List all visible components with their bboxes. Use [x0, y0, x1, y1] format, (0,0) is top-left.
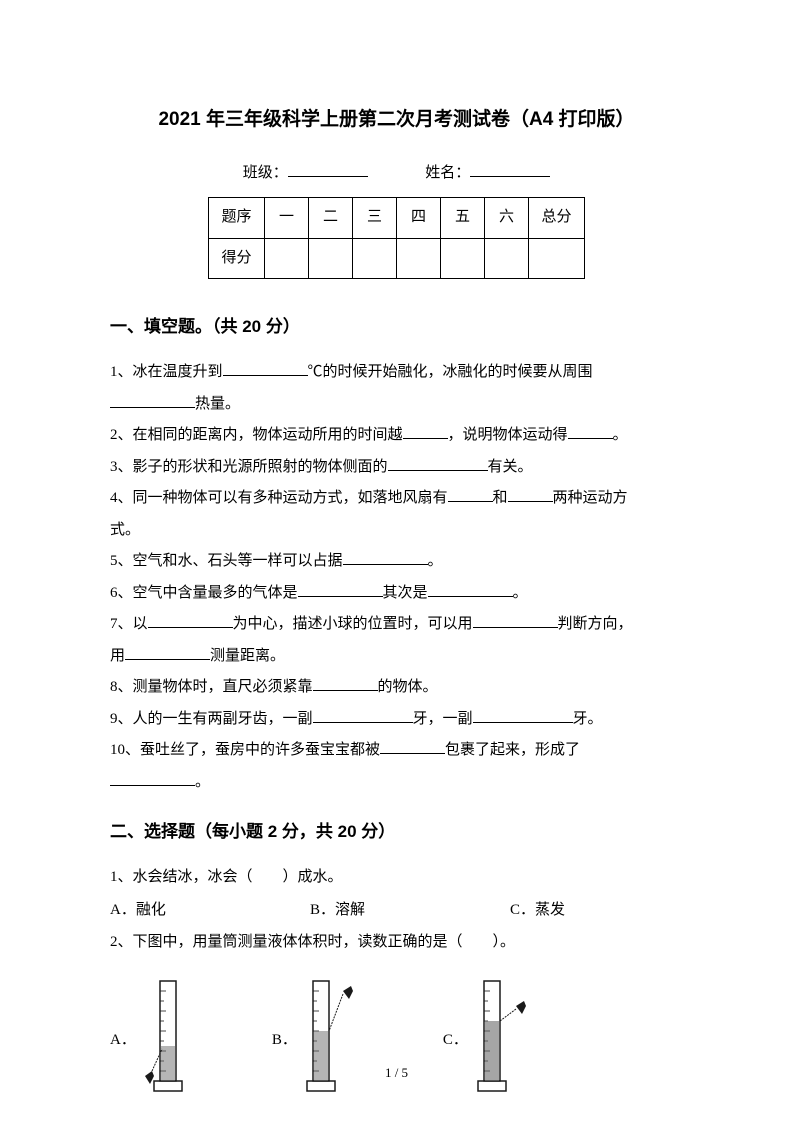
q2: 2、在相同的距离内，物体运动所用的时间越 ，说明物体运动得 。: [110, 420, 683, 452]
col-header: 二: [309, 198, 353, 239]
blank: [343, 552, 428, 566]
name-blank: [470, 162, 550, 177]
q-text: 式。: [110, 522, 140, 538]
class-blank: [288, 162, 368, 177]
q-text: 1、冰在温度升到: [110, 364, 223, 380]
q-text: 包裹了起来，形成了: [445, 742, 580, 758]
q-text: 为中心，描述小球的位置时，可以用: [233, 616, 473, 632]
blank: [125, 646, 210, 660]
blank: [388, 457, 488, 471]
score-cell: [353, 238, 397, 279]
blank: [473, 709, 573, 723]
blank: [110, 772, 195, 786]
s2-q2: 2、下图中，用量筒测量液体体积时，读数正确的是（ ）。: [110, 927, 683, 959]
score-cell: [485, 238, 529, 279]
q-text: 热量。: [195, 396, 240, 412]
q-text: 6、空气中含量最多的气体是: [110, 585, 298, 601]
q-text: 10、蚕吐丝了，蚕房中的许多蚕宝宝都被: [110, 742, 380, 758]
q-text: 两种运动方: [553, 490, 628, 506]
blank: [298, 583, 383, 597]
table-row: 题序 一 二 三 四 五 六 总分: [209, 198, 585, 239]
q-text: 5、空气和水、石头等一样可以占据: [110, 553, 343, 569]
name-label: 姓名：: [425, 165, 470, 181]
choice-b: B．溶解: [310, 895, 510, 927]
header-info: 班级： 姓名：: [110, 158, 683, 190]
col-header: 六: [485, 198, 529, 239]
score-cell: [529, 238, 585, 279]
q-text: 其次是: [383, 585, 428, 601]
choice-c: C．蒸发: [510, 895, 683, 927]
blank: [110, 394, 195, 408]
q-text: 4、同一种物体可以有多种运动方式，如落地风扇有: [110, 490, 448, 506]
blank: [403, 426, 448, 440]
q7: 7、以 为中心，描述小球的位置时，可以用 判断方向， 用 测量距离。: [110, 609, 683, 672]
q-text: 的物体。: [378, 679, 438, 695]
q6: 6、空气中含量最多的气体是 其次是 。: [110, 578, 683, 610]
blank: [473, 615, 558, 629]
q5: 5、空气和水、石头等一样可以占据 。: [110, 546, 683, 578]
col-header: 五: [441, 198, 485, 239]
score-cell: [441, 238, 485, 279]
blank: [568, 426, 613, 440]
q-text: 7、以: [110, 616, 148, 632]
q8: 8、测量物体时，直尺必须紧靠 的物体。: [110, 672, 683, 704]
section2-title: 二、选择题（每小题 2 分，共 20 分）: [110, 814, 683, 850]
col-header: 四: [397, 198, 441, 239]
q-text: 2、在相同的距离内，物体运动所用的时间越: [110, 427, 403, 443]
q-text: 牙，一副: [413, 711, 473, 727]
q3: 3、影子的形状和光源所照射的物体侧面的 有关。: [110, 452, 683, 484]
q-text: 。: [195, 774, 210, 790]
q-text: ℃的时候开始融化，冰融化的时候要从周围: [308, 364, 593, 380]
q-text: 8、测量物体时，直尺必须紧靠: [110, 679, 313, 695]
blank: [508, 489, 553, 503]
q-text: 和: [493, 490, 508, 506]
q-text: 牙。: [573, 711, 603, 727]
blank: [313, 709, 413, 723]
score-cell: [309, 238, 353, 279]
blank: [448, 489, 493, 503]
total-label: 总分: [529, 198, 585, 239]
blank: [380, 741, 445, 755]
blank: [428, 583, 513, 597]
q10: 10、蚕吐丝了，蚕房中的许多蚕宝宝都被 包裹了起来，形成了 。: [110, 735, 683, 798]
q-text: 。: [513, 585, 528, 601]
blank: [148, 615, 233, 629]
q1: 1、冰在温度升到 ℃的时候开始融化，冰融化的时候要从周围 热量。: [110, 357, 683, 420]
q9: 9、人的一生有两副牙齿，一副 牙，一副 牙。: [110, 704, 683, 736]
class-label: 班级：: [243, 165, 288, 181]
blank: [313, 678, 378, 692]
score-table: 题序 一 二 三 四 五 六 总分 得分: [208, 197, 585, 279]
col-header: 一: [265, 198, 309, 239]
blank: [223, 363, 308, 377]
q-text: 9、人的一生有两副牙齿，一副: [110, 711, 313, 727]
section1-title: 一、填空题。（共 20 分）: [110, 309, 683, 345]
score-cell: [265, 238, 309, 279]
page-footer: 1 / 5: [0, 1059, 793, 1086]
q-text: 3、影子的形状和光源所照射的物体侧面的: [110, 459, 388, 475]
col-header: 三: [353, 198, 397, 239]
row1-label: 题序: [209, 198, 265, 239]
q-text: ，说明物体运动得: [448, 427, 568, 443]
q-text: 测量距离。: [210, 648, 285, 664]
row2-label: 得分: [209, 238, 265, 279]
s2-q1: 1、水会结冰，冰会（ ）成水。: [110, 862, 683, 894]
page-title: 2021 年三年级科学上册第二次月考测试卷（A4 打印版）: [110, 100, 683, 140]
q-text: 用: [110, 648, 125, 664]
q-text: 有关。: [488, 459, 533, 475]
s2-q1-choices: A．融化 B．溶解 C．蒸发: [110, 895, 683, 927]
q-text: 判断方向，: [558, 616, 633, 632]
choice-a: A．融化: [110, 895, 310, 927]
q-text: 。: [428, 553, 443, 569]
table-row: 得分: [209, 238, 585, 279]
q-text: 。: [613, 427, 628, 443]
score-cell: [397, 238, 441, 279]
q4: 4、同一种物体可以有多种运动方式，如落地风扇有 和 两种运动方 式。: [110, 483, 683, 546]
